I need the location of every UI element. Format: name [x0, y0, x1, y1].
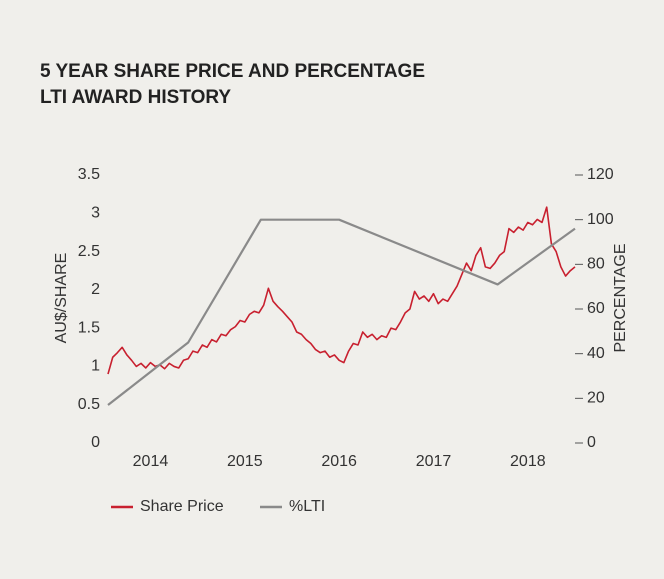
x-tick-label: 2017 — [416, 453, 452, 470]
y-tick-label: 2 — [91, 281, 100, 298]
y2-axis-label: PERCENTAGE — [612, 243, 629, 352]
y2-tick-label: 60 — [587, 300, 605, 317]
y-tick-label: 2.5 — [78, 243, 100, 260]
chart-title: LTI AWARD HISTORY — [40, 87, 231, 108]
y-tick-label: 3 — [91, 205, 100, 222]
y2-tick-label: 20 — [587, 390, 605, 407]
y2-tick-label: 40 — [587, 345, 605, 362]
legend-label: Share Price — [140, 498, 224, 515]
x-tick-label: 2014 — [133, 453, 169, 470]
y2-tick-label: 0 — [587, 434, 596, 451]
legend-label: %LTI — [289, 498, 325, 515]
y-tick-label: 1 — [91, 358, 100, 375]
y-tick-label: 3.5 — [78, 166, 100, 183]
y2-tick-label: 120 — [587, 166, 614, 183]
y2-tick-label: 80 — [587, 256, 605, 273]
chart-title: 5 YEAR SHARE PRICE AND PERCENTAGE — [40, 61, 425, 82]
y-tick-label: 1.5 — [78, 319, 100, 336]
x-tick-label: 2016 — [321, 453, 357, 470]
series-line — [107, 206, 576, 375]
y-axis-label: AU$/SHARE — [53, 253, 70, 344]
series-line — [107, 218, 576, 406]
x-tick-label: 2015 — [227, 453, 263, 470]
y-tick-label: 0.5 — [78, 396, 100, 413]
x-tick-label: 2018 — [510, 453, 546, 470]
y2-tick-label: 100 — [587, 211, 614, 228]
y-tick-label: 0 — [91, 434, 100, 451]
